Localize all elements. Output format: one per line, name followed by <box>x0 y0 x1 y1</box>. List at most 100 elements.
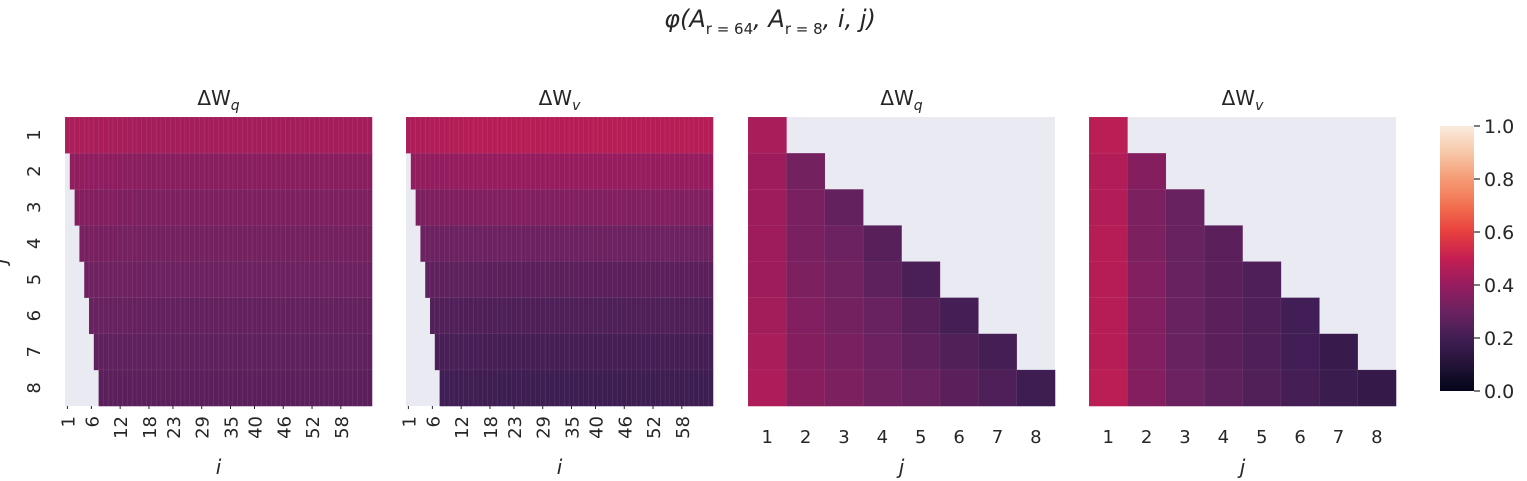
heatmap-cell <box>194 116 200 154</box>
heatmap-cell <box>83 261 90 299</box>
heatmap-cell <box>79 116 85 154</box>
heatmap-cell <box>492 369 498 407</box>
heatmap-cell <box>189 152 196 190</box>
heatmap-cell <box>309 225 315 263</box>
heatmap-cell <box>223 369 229 407</box>
heatmap-cell <box>328 116 335 154</box>
heatmap-cell <box>564 116 570 154</box>
heatmap-cell <box>420 225 426 263</box>
heatmap-cell <box>472 297 479 335</box>
heatmap-cell <box>674 116 680 154</box>
heatmap-cell <box>444 261 450 299</box>
heatmap-cell <box>280 189 287 226</box>
heatmap-cell <box>597 333 604 371</box>
heatmap-cell <box>747 369 787 407</box>
heatmap-cell <box>679 116 685 154</box>
heatmap-cell <box>366 189 373 226</box>
x-tick-label: 46 <box>615 416 636 439</box>
heatmap-cell <box>607 189 613 226</box>
heatmap-cell <box>98 369 104 407</box>
heatmap-cell <box>271 369 277 407</box>
x-tick-label: 18 <box>140 416 161 439</box>
heatmap-cell <box>645 261 652 299</box>
heatmap-cell <box>650 152 656 190</box>
heatmap-cell <box>318 116 325 154</box>
heatmap-cell <box>203 369 210 407</box>
heatmap-cell <box>578 116 585 154</box>
heatmap-cell <box>155 116 162 154</box>
heatmap-cell <box>679 225 685 263</box>
heatmap-cell <box>146 369 152 407</box>
heatmap-cell <box>251 189 258 226</box>
heatmap-cell <box>242 333 248 371</box>
heatmap-cell <box>559 152 565 190</box>
heatmap-cell <box>487 297 493 335</box>
x-tick-label: 12 <box>111 416 132 439</box>
heatmap-cell <box>189 261 196 299</box>
heatmap-cell <box>448 152 455 190</box>
heatmap-cell <box>318 189 325 226</box>
heatmap-cell <box>597 152 604 190</box>
heatmap-cell <box>88 225 95 263</box>
heatmap-cell <box>242 261 248 299</box>
x-tick-label: 7 <box>1333 427 1344 448</box>
heatmap-cell <box>650 116 656 154</box>
heatmap-cell <box>362 369 368 407</box>
heatmap-cell <box>146 333 152 371</box>
heatmap-cell <box>655 261 661 299</box>
heatmap-cell <box>578 297 585 335</box>
heatmap-cell <box>170 369 176 407</box>
heatmap-cell <box>592 189 599 226</box>
heatmap-cell <box>338 261 344 299</box>
heatmap-cell <box>645 333 652 371</box>
heatmap-cell <box>122 225 128 263</box>
heatmap-cell <box>415 152 421 190</box>
heatmap-cell <box>194 297 200 335</box>
heatmap-cell <box>338 152 344 190</box>
heatmap-cell <box>424 261 431 299</box>
heatmap-cell <box>645 369 652 407</box>
heatmap-cell <box>477 261 484 299</box>
heatmap-cell <box>568 297 575 335</box>
heatmap-cell <box>213 225 220 263</box>
heatmap-cell <box>674 189 680 226</box>
heatmap-cell <box>487 152 493 190</box>
heatmap-cell <box>323 261 330 299</box>
heatmap-cell <box>511 152 517 190</box>
heatmap-cell <box>612 369 618 407</box>
heatmap-cell <box>506 116 513 154</box>
heatmap-cell <box>496 297 503 335</box>
heatmap-cell <box>1242 297 1282 335</box>
heatmap-cell <box>184 333 191 371</box>
heatmap-cell <box>362 225 368 263</box>
heatmap-cell <box>612 333 618 371</box>
heatmap-cell <box>506 152 513 190</box>
heatmap-cell <box>232 333 239 371</box>
heatmap-cell <box>664 333 671 371</box>
heatmap-cell <box>501 225 508 263</box>
heatmap-cell <box>93 116 100 154</box>
heatmap-cell <box>588 152 594 190</box>
heatmap-cell <box>160 297 167 335</box>
heatmap-cell <box>1088 116 1128 154</box>
heatmap-cell <box>347 261 354 299</box>
heatmap-cell <box>703 225 709 263</box>
heatmap-cell <box>674 225 680 263</box>
x-tick-label: 58 <box>332 416 353 439</box>
heatmap-cell <box>189 225 196 263</box>
heatmap-cell <box>525 369 532 407</box>
heatmap-cell <box>141 152 148 190</box>
heatmap-cell <box>165 152 172 190</box>
heatmap-cell <box>1280 297 1320 335</box>
heatmap-cell <box>199 152 205 190</box>
x-axis-label: j <box>896 455 905 479</box>
heatmap-cell <box>131 369 138 407</box>
heatmap-cell <box>468 297 474 335</box>
heatmap-cell <box>535 189 541 226</box>
heatmap-cell <box>1127 333 1167 371</box>
heatmap-cell <box>511 297 517 335</box>
x-tick-label: 23 <box>505 416 526 439</box>
heatmap-cell <box>366 297 373 335</box>
heatmap-cell <box>511 333 517 371</box>
heatmap-cell <box>559 225 565 263</box>
